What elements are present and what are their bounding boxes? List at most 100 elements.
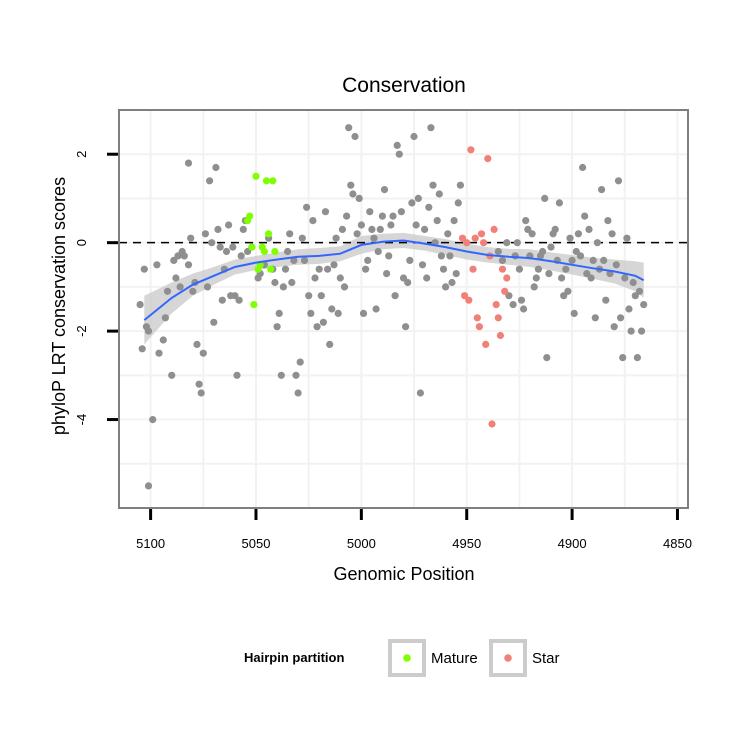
legend-key-star	[504, 654, 512, 662]
data-point-other	[307, 309, 315, 317]
data-point-other	[149, 416, 157, 424]
data-point-other	[309, 217, 317, 225]
data-point-other	[389, 212, 397, 220]
data-point-star	[465, 296, 473, 304]
data-point-other	[564, 287, 572, 295]
data-point-other	[214, 225, 222, 233]
data-point-other	[288, 278, 296, 287]
data-point-mature	[269, 177, 277, 185]
data-point-other	[343, 212, 351, 220]
y-axis-title: phyloP LRT conservation scores	[49, 177, 69, 435]
data-point-other	[435, 190, 443, 198]
data-point-other	[222, 247, 231, 256]
data-point-other	[522, 217, 530, 225]
data-point-other	[153, 261, 161, 269]
data-point-other	[587, 274, 595, 282]
data-point-other	[610, 323, 618, 331]
data-point-other	[397, 208, 405, 216]
data-point-mature	[267, 265, 275, 273]
data-point-other	[511, 252, 519, 260]
y-tick-label: -4	[74, 414, 89, 426]
data-point-other	[515, 265, 524, 273]
data-point-other	[406, 256, 414, 264]
data-point-other	[433, 217, 441, 225]
data-point-other	[161, 314, 169, 322]
data-point-other	[189, 287, 197, 295]
y-tick-label: -2	[74, 325, 89, 337]
data-point-other	[444, 230, 452, 238]
data-point-other	[425, 203, 433, 211]
data-point-star	[469, 265, 477, 273]
data-point-other	[144, 327, 153, 335]
data-point-other	[136, 301, 144, 309]
data-point-other	[184, 159, 193, 167]
data-point-mature	[262, 177, 271, 185]
data-point-other	[340, 283, 349, 291]
data-point-other	[589, 256, 597, 264]
x-tick-label: 4950	[452, 536, 481, 551]
data-point-other	[313, 323, 321, 331]
data-point-star	[492, 301, 500, 309]
data-point-other	[170, 256, 178, 264]
data-point-star	[488, 420, 496, 428]
data-point-other	[138, 345, 146, 353]
data-point-other	[547, 243, 555, 251]
data-point-other	[212, 163, 220, 172]
data-point-other	[208, 239, 216, 247]
data-point-other	[446, 252, 454, 260]
data-point-other	[614, 177, 623, 185]
data-point-other	[558, 274, 566, 282]
data-point-other	[545, 270, 553, 278]
data-point-other	[591, 314, 599, 322]
data-point-other	[357, 221, 365, 229]
x-tick-label: 4900	[558, 536, 587, 551]
data-point-star	[494, 314, 502, 322]
data-point-other	[155, 349, 163, 357]
data-point-mature	[250, 301, 258, 309]
data-point-other	[617, 314, 625, 322]
data-point-star	[463, 239, 471, 247]
plot-panel	[118, 109, 689, 509]
data-point-other	[534, 265, 543, 273]
legend-items: Mature Star	[388, 639, 560, 677]
data-point-other	[404, 278, 412, 287]
data-point-other	[598, 186, 606, 194]
data-point-other	[530, 283, 538, 291]
data-point-other	[345, 124, 353, 132]
data-point-other	[408, 199, 416, 207]
data-point-other	[237, 252, 245, 260]
data-point-other	[517, 296, 526, 304]
data-point-other	[574, 230, 583, 238]
data-point-other	[541, 194, 549, 202]
data-point-other	[410, 132, 418, 141]
data-point-star	[503, 274, 511, 282]
data-point-other	[640, 301, 648, 309]
data-point-other	[231, 292, 239, 300]
data-point-other	[216, 243, 224, 251]
data-point-other	[292, 371, 300, 379]
data-point-star	[490, 225, 498, 233]
data-point-star	[501, 287, 509, 295]
data-point-other	[298, 234, 306, 242]
data-point-other	[187, 234, 195, 242]
x-tick-label: 5100	[136, 536, 165, 551]
data-point-other	[235, 296, 243, 304]
data-point-other	[229, 243, 237, 251]
data-point-other	[437, 252, 445, 260]
data-point-other	[602, 296, 610, 304]
data-point-other	[144, 482, 153, 490]
panel-border	[118, 109, 689, 509]
smooth-line-path	[143, 239, 645, 321]
legend: Hairpin partition Mature Star	[244, 639, 560, 677]
data-point-other	[416, 389, 424, 397]
data-point-other	[366, 208, 374, 216]
data-point-other	[621, 274, 629, 282]
panel-background	[119, 110, 688, 508]
data-point-other	[140, 265, 148, 273]
data-point-other	[286, 230, 294, 238]
data-point-other	[239, 225, 247, 233]
data-point-other	[225, 221, 233, 229]
data-point-other	[608, 230, 616, 238]
data-point-other	[442, 283, 450, 291]
